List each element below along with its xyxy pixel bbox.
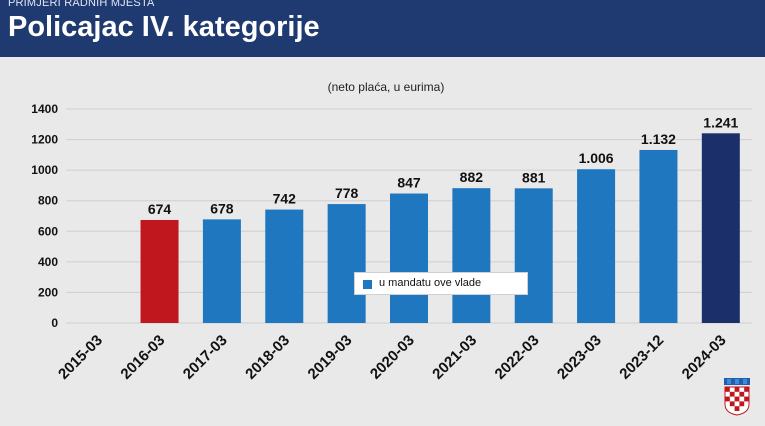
data-label: 1.132 bbox=[641, 131, 676, 147]
bar bbox=[140, 219, 179, 323]
bar bbox=[701, 133, 740, 323]
bar bbox=[639, 149, 678, 323]
bar-chart: (neto plaća, u eurima) 0 200 400 600 800 1000 1… bbox=[31, 80, 752, 383]
x-tick-label: 2015-03 bbox=[55, 332, 106, 383]
header-bar: PRIMJERI RADNIH MJESTA Policajac IV. kat… bbox=[0, 0, 765, 57]
data-label: 847 bbox=[397, 175, 421, 191]
x-tick-label: 2023-12 bbox=[616, 332, 667, 383]
x-tick-label: 2016-03 bbox=[117, 332, 168, 383]
x-tick-label: 2024-03 bbox=[679, 332, 730, 383]
data-label: 882 bbox=[460, 169, 484, 185]
x-tick-label: 2018-03 bbox=[242, 332, 293, 383]
page-title: Policajac IV. kategorije bbox=[8, 11, 320, 43]
data-label: 674 bbox=[148, 201, 172, 217]
legend-label: u mandatu ove vlade bbox=[379, 277, 482, 289]
y-tick-label: 1200 bbox=[31, 133, 58, 147]
y-tick-label: 200 bbox=[38, 285, 58, 299]
data-label: 1.241 bbox=[703, 114, 738, 130]
data-label: 678 bbox=[210, 200, 234, 216]
data-label: 742 bbox=[273, 191, 297, 207]
y-tick-label: 0 bbox=[51, 316, 58, 330]
bar bbox=[514, 188, 553, 323]
x-tick-label: 2019-03 bbox=[305, 332, 356, 383]
x-tick-label: 2020-03 bbox=[367, 332, 418, 383]
y-tick-label: 1400 bbox=[31, 102, 58, 116]
data-label: 881 bbox=[522, 169, 546, 185]
chart-area: (neto plaća, u eurima) 0 200 400 600 800 1000 1… bbox=[0, 60, 765, 421]
bar bbox=[202, 219, 241, 323]
legend-swatch bbox=[363, 280, 372, 289]
y-tick-label: 400 bbox=[38, 255, 58, 269]
x-tick-label: 2017-03 bbox=[180, 332, 231, 383]
y-tick-label: 600 bbox=[38, 224, 58, 238]
section-label: PRIMJERI RADNIH MJESTA bbox=[8, 0, 155, 9]
croatian-coat-of-arms-icon bbox=[724, 378, 750, 416]
bar bbox=[327, 204, 366, 323]
chart-subtitle: (neto plaća, u eurima) bbox=[328, 80, 445, 94]
bar bbox=[452, 188, 491, 323]
x-tick-label: 2021-03 bbox=[429, 332, 480, 383]
y-tick-label: 800 bbox=[38, 194, 58, 208]
legend: u mandatu ove vlade bbox=[354, 272, 528, 295]
x-tick-label: 2023-03 bbox=[554, 332, 605, 383]
bar bbox=[390, 193, 428, 323]
data-label: 1.006 bbox=[579, 150, 614, 166]
x-tick-label: 2022-03 bbox=[492, 332, 543, 383]
y-tick-label: 1000 bbox=[31, 163, 58, 177]
bar bbox=[577, 169, 616, 323]
bar bbox=[265, 209, 304, 323]
data-label: 778 bbox=[335, 185, 359, 201]
